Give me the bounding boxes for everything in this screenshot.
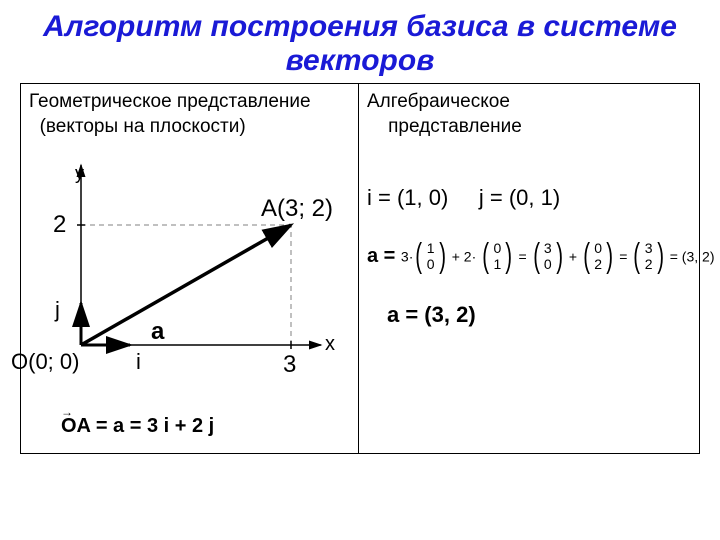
left-subtitle: Геометрическое представление (векторы на… bbox=[21, 84, 358, 145]
right-content: i = (1, 0) j = (0, 1) a = 3·(10) + 2· (0… bbox=[359, 145, 699, 352]
j-def: j = (0, 1) bbox=[479, 185, 560, 210]
point-label-a: A(3; 2) bbox=[261, 195, 333, 223]
vector-diagram: yx23A(3; 2)O(0; 0)ija bbox=[21, 145, 358, 405]
formula-oa: → OA = a = 3 i + 2 j bbox=[21, 405, 358, 453]
right-subtitle-line2: представление bbox=[388, 116, 522, 137]
right-subtitle: Алгебраическое представление bbox=[359, 84, 699, 145]
title-text: Алгоритм построения базиса в системе век… bbox=[43, 10, 677, 77]
left-subtitle-line2: (векторы на плоскости) bbox=[40, 116, 246, 137]
arrow-over-oa: → bbox=[61, 405, 73, 419]
tick-label-2: 2 bbox=[53, 211, 66, 239]
left-subtitle-line1: Геометрическое представление bbox=[29, 91, 311, 112]
axis-label-x: x bbox=[325, 333, 335, 356]
basis-label-i: i bbox=[136, 349, 141, 375]
tick-label-3: 3 bbox=[283, 351, 296, 379]
basis-label-j: j bbox=[55, 297, 60, 323]
result-line: a = (3, 2) bbox=[367, 302, 691, 328]
content-columns: Геометрическое представление (векторы на… bbox=[0, 83, 720, 454]
vec-eq-prefix: a = bbox=[367, 245, 401, 267]
algebraic-panel: Алгебраическое представление i = (1, 0) … bbox=[359, 83, 700, 454]
geometric-panel: Геометрическое представление (векторы на… bbox=[20, 83, 359, 454]
axis-label-y: y bbox=[75, 163, 84, 184]
slide-title: Алгоритм построения базиса в системе век… bbox=[0, 0, 720, 83]
origin-label: O(0; 0) bbox=[11, 349, 79, 375]
ij-definitions: i = (1, 0) j = (0, 1) bbox=[367, 185, 691, 211]
vector-equation: a = 3·(10) + 2· (01) = (30) + (02) = (32… bbox=[367, 241, 691, 272]
i-def: i = (1, 0) bbox=[367, 185, 448, 210]
right-subtitle-line1: Алгебраическое bbox=[367, 91, 510, 112]
formula-text: OA = a = 3 i + 2 j bbox=[61, 415, 214, 437]
result-text: a = (3, 2) bbox=[387, 302, 476, 327]
vector-label-a: a bbox=[151, 318, 164, 346]
